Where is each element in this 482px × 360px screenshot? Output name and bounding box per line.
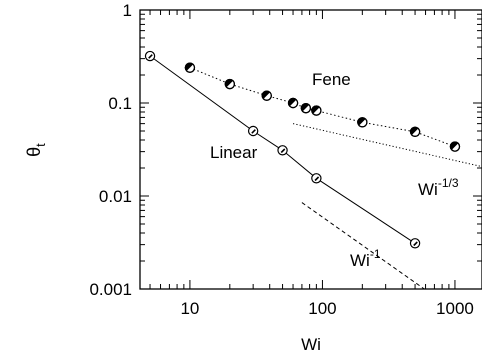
power-law-guides xyxy=(292,123,482,289)
y-axis-label-subscript: t xyxy=(33,143,48,147)
plot-frame xyxy=(139,9,482,290)
x-axis-ticks: 10 100 1000 xyxy=(149,10,474,318)
data-point-fene xyxy=(300,102,312,114)
data-point-linear xyxy=(144,50,156,62)
guide-label-wi-minus-third-base: Wi xyxy=(418,180,438,199)
data-point-fene xyxy=(409,126,421,138)
y-tick-label: 0.01 xyxy=(99,187,132,206)
data-point-linear xyxy=(247,125,259,137)
data-point-linear xyxy=(409,238,421,249)
data-point-fene xyxy=(311,105,322,116)
guide-line-wi-minus-one xyxy=(301,202,426,289)
x-tick-label: 10 xyxy=(180,299,199,318)
y-tick-label: 0.1 xyxy=(108,94,132,113)
data-point-fene xyxy=(449,141,461,152)
guide-label-wi-minus-third: Wi-1/3 xyxy=(418,176,459,199)
guide-label-wi-minus-one-base: Wi xyxy=(350,251,370,270)
guide-label-wi-minus-one-exponent: -1 xyxy=(370,247,381,261)
series-points xyxy=(144,50,461,249)
y-axis-ticks: 0.001 0.01 0.1 1 xyxy=(89,1,482,299)
data-point-fene xyxy=(224,78,236,90)
series-line-fene xyxy=(189,67,456,148)
x-tick-label: 1000 xyxy=(436,299,474,318)
x-tick-label: 100 xyxy=(308,299,336,318)
y-axis-label: θt xyxy=(24,143,48,157)
series-label-fene: Fene xyxy=(312,70,351,89)
data-point-fene xyxy=(261,90,272,101)
series-label-linear: Linear xyxy=(210,143,258,162)
y-tick-label: 1 xyxy=(123,1,132,20)
y-tick-label: 0.001 xyxy=(89,280,132,299)
y-axis-label-base: θ xyxy=(24,147,44,157)
data-point-fene xyxy=(287,97,299,109)
data-point-linear xyxy=(311,173,322,184)
data-point-fene xyxy=(184,62,196,73)
x-axis-label: Wi xyxy=(301,335,321,354)
data-point-fene xyxy=(357,117,368,128)
data-point-linear xyxy=(277,145,288,156)
guide-label-wi-minus-one: Wi-1 xyxy=(350,247,381,270)
guide-label-wi-minus-third-exponent: -1/3 xyxy=(438,176,459,190)
